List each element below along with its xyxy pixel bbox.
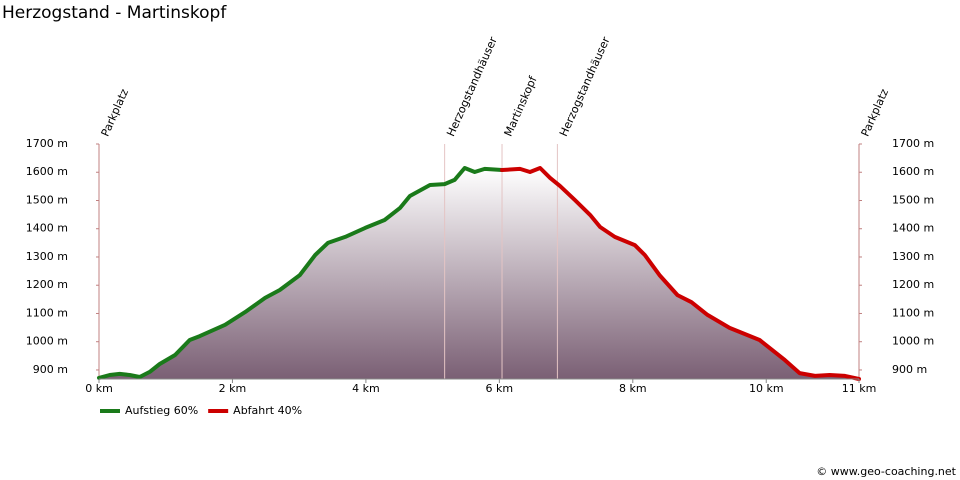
y2-tick-label: 1200 m <box>892 278 934 291</box>
y-tick-label: 1600 m <box>26 165 68 178</box>
y2-tick-label: 1100 m <box>892 306 934 319</box>
waypoint-label: Herzogstandhäuser <box>557 35 613 139</box>
y-tick-label: 1500 m <box>26 193 68 206</box>
x-tick-label: 0 km <box>85 382 113 395</box>
y-tick-label: 1700 m <box>26 137 68 150</box>
x-tick-label: 2 km <box>219 382 247 395</box>
chart-title: Herzogstand - Martinskopf <box>2 3 227 23</box>
y-tick-label: 1400 m <box>26 222 68 235</box>
y2-tick-label: 1400 m <box>892 222 934 235</box>
legend-label: Aufstieg 60% <box>125 404 198 417</box>
legend-label: Abfahrt 40% <box>233 404 302 417</box>
y-tick-label: 1300 m <box>26 250 68 263</box>
x-tick-label: 8 km <box>619 382 647 395</box>
x-tick-label: 6 km <box>486 382 514 395</box>
y-tick-label: 1100 m <box>26 306 68 319</box>
y-tick-label: 900 m <box>33 363 68 376</box>
elevation-line <box>500 166 861 381</box>
y2-tick-label: 1000 m <box>892 335 934 348</box>
waypoint-label: Herzogstandhäuser <box>444 35 500 139</box>
y2-tick-label: 900 m <box>892 363 927 376</box>
y2-tick-label: 1600 m <box>892 165 934 178</box>
waypoint-label: Parkplatz <box>859 87 892 139</box>
area-fill <box>99 168 503 379</box>
y-tick-label: 1000 m <box>26 335 68 348</box>
y2-tick-label: 1700 m <box>892 137 934 150</box>
elevation-line <box>97 166 504 380</box>
x-tick-label: 4 km <box>352 382 380 395</box>
y2-tick-label: 1300 m <box>892 250 934 263</box>
area-fill <box>502 168 859 379</box>
credit: © www.geo-coaching.net <box>816 465 956 478</box>
x-tick-label: 11 km <box>842 382 877 395</box>
y2-tick-label: 1500 m <box>892 193 934 206</box>
y-tick-label: 1200 m <box>26 278 68 291</box>
waypoint-label: Martinskopf <box>502 73 541 138</box>
x-tick-label: 10 km <box>749 382 784 395</box>
waypoint-label: Parkplatz <box>99 87 132 139</box>
